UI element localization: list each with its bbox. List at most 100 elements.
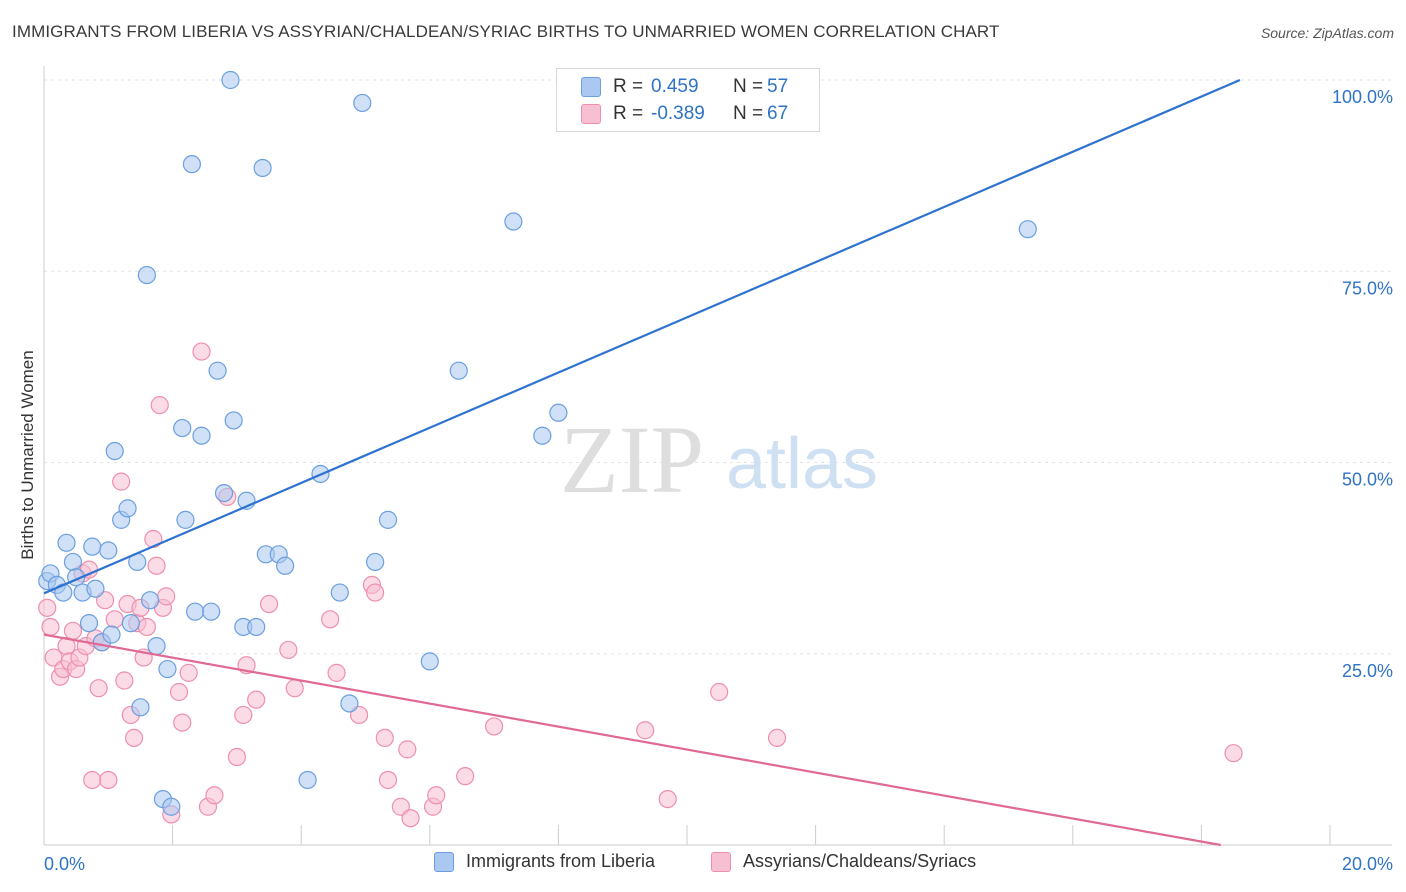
pink-data-point	[99, 770, 118, 790]
blue-data-point	[247, 617, 266, 637]
chart-title: IMMIGRANTS FROM LIBERIA VS ASSYRIAN/CHAL…	[12, 22, 1000, 41]
blue-data-point	[102, 625, 121, 644]
axes	[43, 66, 1392, 846]
pink-data-point	[83, 770, 102, 790]
pink-data-point	[247, 690, 266, 709]
blue-data-point	[63, 552, 83, 572]
pink-data-point	[192, 342, 211, 361]
blue-data-point	[549, 403, 568, 422]
watermark: ZIP atlas	[560, 406, 878, 513]
pink-data-point	[147, 556, 166, 575]
pink-data-point	[427, 786, 446, 805]
blue-data-point	[1018, 220, 1037, 239]
legend-row-pink: R = -0.389 N = 67	[581, 101, 788, 127]
blue-data-point	[57, 533, 76, 552]
blue-data-point	[121, 614, 140, 633]
pink-data-point	[179, 663, 198, 682]
legend-swatch-blue	[581, 77, 601, 97]
legend-n-label: N =	[733, 103, 764, 124]
pink-data-point	[1224, 744, 1243, 763]
pink-data-point	[205, 786, 224, 805]
blue-data-point	[105, 441, 124, 461]
y-tick-label: 25.0%	[1342, 661, 1393, 681]
pink-data-point	[124, 728, 144, 748]
blue-data-point	[366, 552, 385, 572]
watermark-zip: ZIP	[560, 406, 704, 513]
y-axis-title: Births to Unmarried Women	[18, 350, 37, 559]
blue-data-point	[118, 499, 137, 518]
blue-data-point	[86, 579, 105, 598]
blue-data-point	[420, 652, 439, 671]
legend-n-value-blue: 57	[767, 76, 789, 97]
pink-data-point	[115, 671, 134, 690]
pink-data-point	[259, 594, 279, 614]
pink-data-point	[401, 809, 420, 828]
pink-data-point	[41, 617, 60, 637]
series-legend-pink: Assyrians/Chaldeans/Syriacs	[711, 851, 976, 872]
blue-data-point	[131, 698, 150, 717]
blue-trend-line	[43, 78, 1241, 595]
blue-data-point	[182, 155, 201, 174]
pink-data-point	[366, 583, 385, 602]
blue-data-point	[140, 591, 160, 610]
blue-data-point	[147, 636, 166, 656]
blue-data-point	[224, 411, 243, 430]
pink-data-point	[321, 610, 340, 629]
trend-lines	[43, 78, 1241, 847]
pink-data-point	[112, 472, 131, 491]
axis-labels: 100.0% 75.0% 50.0% 25.0% 0.0% 20.0%	[44, 87, 1393, 874]
pink-data-point	[375, 728, 394, 748]
legend-r-label: R =	[613, 103, 644, 124]
blue-data-point	[158, 659, 177, 679]
grid	[44, 79, 1392, 655]
series-name-pink: Assyrians/Chaldeans/Syriacs	[743, 851, 977, 871]
series-legend-blue: Immigrants from Liberia	[434, 851, 655, 872]
blue-data-point	[137, 265, 156, 285]
pink-data-point	[279, 640, 298, 660]
pink-data-point	[398, 740, 417, 759]
blue-data-point	[253, 158, 272, 178]
blue-data-point	[378, 510, 398, 529]
blue-data-point	[214, 484, 234, 503]
blue-data-point	[353, 93, 372, 113]
blue-data-point	[173, 418, 192, 438]
blue-data-point	[221, 70, 240, 90]
pink-data-point	[285, 679, 304, 698]
blue-data-point	[533, 426, 552, 445]
pink-data-point	[327, 663, 346, 682]
blue-data-point	[83, 537, 102, 556]
blue-data-point	[192, 426, 211, 445]
y-tick-label: 100.0%	[1332, 87, 1393, 107]
blue-data-point	[330, 583, 349, 602]
y-tick-label: 50.0%	[1342, 470, 1393, 490]
blue-data-point	[208, 361, 227, 380]
blue-data-point	[176, 510, 195, 529]
pink-data-point	[658, 789, 677, 809]
pink-data-point	[485, 717, 504, 736]
watermark-atlas: atlas	[726, 424, 878, 504]
pink-data-point	[105, 610, 124, 629]
legend-n-value-pink: 67	[767, 103, 789, 124]
pink-data-point	[63, 621, 83, 640]
legend-row-blue: R = 0.459 N = 57	[581, 74, 788, 100]
source-label: Source: ZipAtlas.com	[1260, 25, 1394, 41]
pink-data-point	[89, 679, 108, 698]
blue-series-points	[38, 70, 1037, 816]
pink-data-point	[710, 682, 729, 702]
pink-data-point	[234, 705, 253, 725]
pink-data-point	[169, 682, 189, 702]
series-swatch-blue	[434, 851, 454, 872]
pink-data-point	[227, 747, 246, 767]
blue-data-point	[202, 602, 221, 621]
pink-data-point	[150, 396, 169, 415]
blue-data-point	[340, 694, 359, 713]
pink-data-point	[137, 617, 156, 637]
blue-data-point	[99, 541, 118, 560]
blue-data-point	[276, 556, 295, 575]
x-tick-label: 0.0%	[44, 854, 85, 874]
x-tick-label: 20.0%	[1342, 854, 1393, 874]
blue-data-point	[449, 361, 468, 380]
series-name-blue: Immigrants from Liberia	[466, 851, 656, 871]
legend-r-value-pink: -0.389	[651, 103, 705, 124]
